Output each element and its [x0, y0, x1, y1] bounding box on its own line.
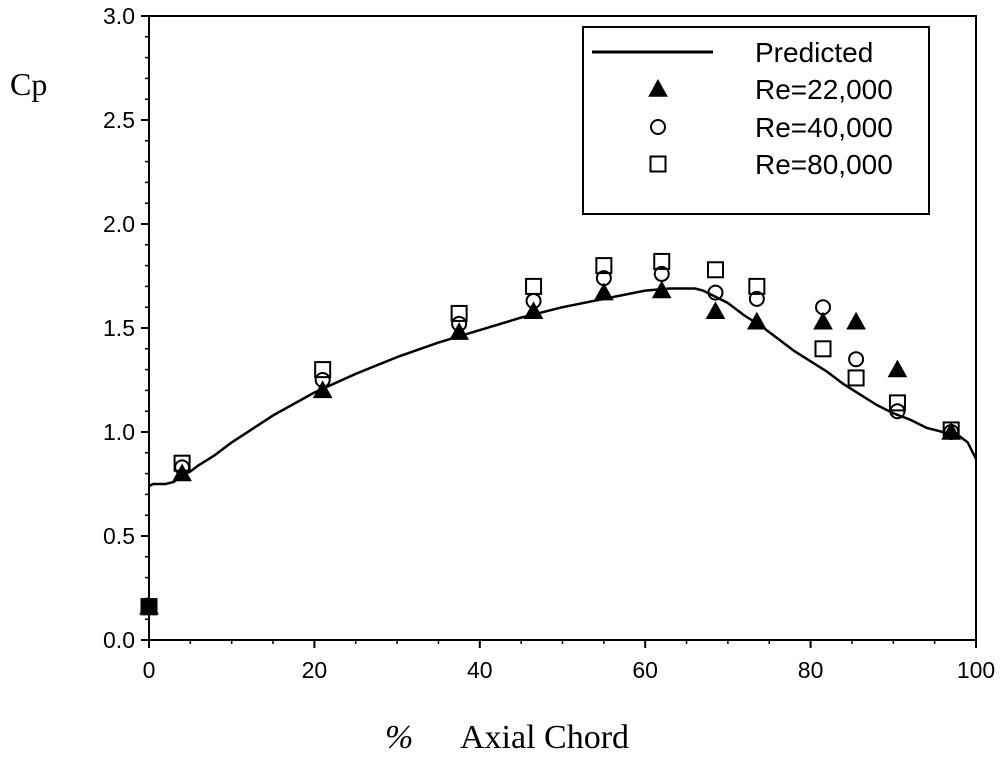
circle-point [707, 284, 724, 301]
legend-triangle-marker [648, 78, 668, 97]
y-tick-label: 1.0 [103, 419, 135, 445]
legend-box [582, 26, 930, 215]
legend: Predicted Re=22,000 Re=40,000 Re=80,000 [582, 26, 930, 215]
legend-label: Predicted [755, 37, 873, 68]
series-re-2 [141, 265, 960, 615]
circle-point [314, 372, 331, 388]
circle-point [595, 270, 612, 287]
legend-circle-marker [650, 119, 666, 135]
triangle-point [651, 280, 672, 299]
square-point [942, 421, 960, 439]
square-point [748, 277, 766, 295]
origin-overlap-point [140, 598, 158, 616]
triangle-point [594, 282, 614, 301]
legend-square-marker [649, 155, 667, 173]
square-point [653, 252, 671, 270]
y-tick-label: 0.0 [103, 627, 135, 653]
square-point [814, 340, 832, 358]
circle-point [815, 299, 832, 316]
triangle-point [846, 311, 866, 330]
x-axis-label: Axial Chord [460, 719, 629, 756]
square-point [525, 277, 543, 295]
y-tick-label: 3.0 [103, 3, 135, 29]
circle-point [848, 351, 865, 368]
legend-label: Re=80,000 [755, 149, 893, 180]
x-tick-label: 0 [143, 657, 156, 683]
y-tick-label: 2.0 [103, 211, 135, 237]
legend-label: Re=22,000 [755, 74, 893, 105]
square-point [450, 304, 468, 322]
triangle-point [813, 311, 833, 330]
x-tick-label: 100 [957, 657, 995, 683]
ticks: 0.0 0.5 1.0 1.5 2.0 2.5 3.0 0 20 40 60 80 100 [103, 3, 995, 683]
y-tick-label: 0.5 [103, 523, 135, 549]
x-tick-label: 60 [632, 657, 658, 683]
triangle-point [887, 359, 908, 378]
triangle-point [523, 301, 544, 320]
square-point [847, 369, 865, 387]
circle-point [653, 265, 670, 282]
predicted-line [148, 287, 978, 488]
triangle-point [312, 380, 333, 399]
circle-point [748, 290, 765, 307]
y-axis-label: Cp [10, 66, 47, 102]
square-point [888, 394, 906, 412]
x-tick-label: 80 [798, 657, 824, 683]
square-point [595, 257, 613, 275]
series [139, 252, 978, 616]
square-point [314, 361, 332, 379]
x-axis-label-prefix: % [385, 719, 413, 756]
circle-point [451, 315, 468, 332]
square-point [173, 454, 191, 472]
legend-label: Re=40,000 [755, 112, 893, 143]
triangle-point [746, 311, 767, 330]
series-predicted [148, 287, 978, 488]
x-tick-label: 20 [302, 657, 328, 683]
x-tick-label: 40 [467, 657, 493, 683]
y-tick-label: 2.5 [103, 107, 135, 133]
y-tick-label: 1.5 [103, 315, 135, 341]
triangle-point [705, 301, 726, 320]
square-point [706, 261, 724, 279]
